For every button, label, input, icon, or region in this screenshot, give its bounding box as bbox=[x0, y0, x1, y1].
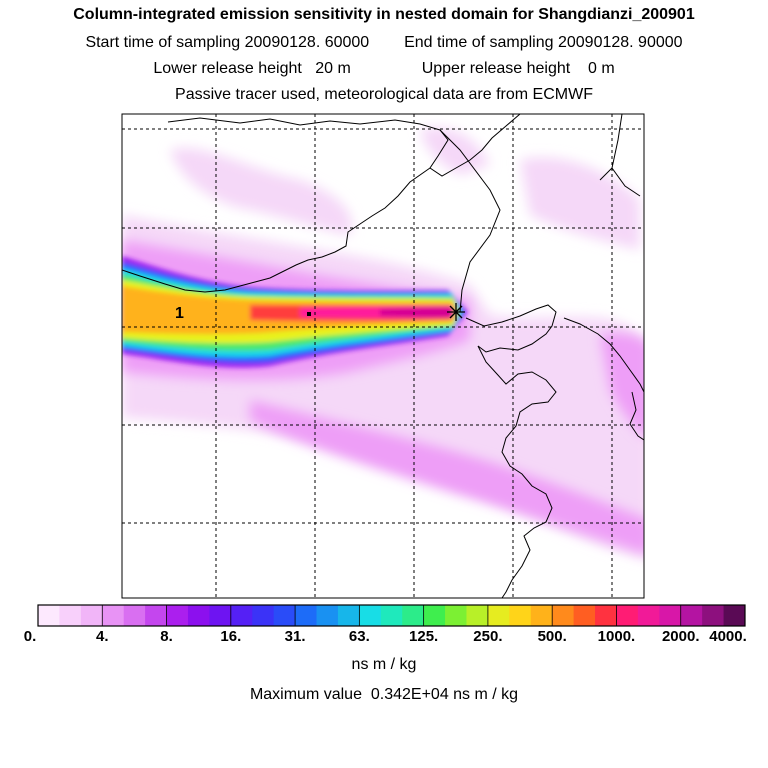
colorbar-tick-label: 1000. bbox=[597, 628, 636, 645]
release-heights: Lower release height 20 m Upper release … bbox=[0, 60, 768, 78]
upper-height-label: Upper release height bbox=[421, 60, 571, 77]
tracer-note: Passive tracer used, meteorological data… bbox=[175, 86, 593, 103]
colorbar-swatch bbox=[145, 605, 168, 626]
colorbar-tick-label: 0. bbox=[23, 628, 37, 645]
colorbar-swatch bbox=[102, 605, 125, 626]
colorbar-swatch bbox=[252, 605, 275, 626]
colorbar bbox=[38, 605, 746, 626]
colorbar-swatch bbox=[209, 605, 232, 626]
colorbar-swatch bbox=[680, 605, 703, 626]
end-time-label: End time of sampling bbox=[404, 34, 554, 51]
receptor-marker bbox=[447, 303, 465, 321]
colorbar-tick-label: 125. bbox=[409, 628, 439, 645]
colorbar-tick-labels: 0. 4. 8. 16. 31. 63. 125. 250. 500. 1000. 2000. 400… bbox=[0, 628, 768, 650]
colorbar-tick-label: 16. bbox=[220, 628, 242, 645]
colorbar-swatch bbox=[530, 605, 553, 626]
colorbar-swatch bbox=[316, 605, 339, 626]
colorbar-tick-label: 500. bbox=[537, 628, 567, 645]
colorbar-tick-label: 250. bbox=[473, 628, 503, 645]
colorbar-swatch bbox=[659, 605, 682, 626]
colorbar-swatch bbox=[123, 605, 146, 626]
colorbar-tick-label: 31. bbox=[284, 628, 306, 645]
colorbar-swatch bbox=[487, 605, 510, 626]
colorbar-swatch bbox=[59, 605, 82, 626]
colorbar-tick-label: 63. bbox=[348, 628, 370, 645]
maximum-value-label: Maximum value bbox=[249, 686, 362, 703]
colorbar-swatch bbox=[702, 605, 725, 626]
colorbar-swatch bbox=[380, 605, 403, 626]
upper-height-value: 0 m bbox=[588, 60, 615, 77]
colorbar-swatch bbox=[295, 605, 318, 626]
colorbar-swatch bbox=[166, 605, 189, 626]
maximum-value: Maximum value 0.342E+04 ns m / kg bbox=[0, 686, 768, 704]
maximum-value-number: 0.342E+04 ns m / kg bbox=[370, 686, 519, 703]
graticule bbox=[122, 114, 644, 598]
cluster-label: 1 bbox=[175, 305, 184, 322]
plume-band-deep bbox=[380, 307, 455, 318]
colorbar-tick-label: 4. bbox=[96, 628, 109, 645]
centroid-marker bbox=[307, 312, 311, 316]
colorbar-swatch bbox=[616, 605, 639, 626]
colorbar-swatch bbox=[230, 605, 253, 626]
colorbar-swatch bbox=[445, 605, 467, 626]
lower-height-label: Lower release height bbox=[153, 60, 302, 77]
colorbar-unit: ns m / kg bbox=[351, 656, 417, 673]
end-time-value: 20090128. 90000 bbox=[557, 34, 683, 51]
plume bbox=[122, 256, 468, 368]
colorbar-swatch bbox=[337, 605, 360, 626]
colorbar-swatch bbox=[595, 605, 617, 626]
colorbar-frame bbox=[37, 604, 746, 627]
coastlines bbox=[122, 114, 644, 598]
colorbar-tick-label: 4000. bbox=[709, 628, 747, 645]
colorbar-swatch bbox=[273, 605, 296, 626]
colorbar-swatch bbox=[552, 605, 575, 626]
sampling-times: Start time of sampling 20090128. 60000 E… bbox=[0, 34, 768, 52]
colorbar-swatch bbox=[38, 605, 60, 626]
colorbar-tick-label: 8. bbox=[160, 628, 173, 645]
chart-title: Column-integrated emission sensitivity i… bbox=[73, 6, 695, 23]
colorbar-swatch bbox=[466, 605, 489, 626]
colorbar-swatch bbox=[637, 605, 660, 626]
colorbar-swatch bbox=[359, 605, 382, 626]
colorbar-swatch bbox=[573, 605, 596, 626]
colorbar-tick-label: 2000. bbox=[661, 628, 700, 645]
colorbar-swatch bbox=[80, 605, 103, 626]
colorbar-swatch bbox=[723, 605, 746, 626]
emission-field bbox=[122, 127, 644, 559]
colorbar-swatch bbox=[509, 605, 532, 626]
start-time-label: Start time of sampling bbox=[85, 34, 241, 51]
map-frame bbox=[121, 113, 645, 599]
colorbar-swatch bbox=[423, 605, 446, 626]
colorbar-swatch bbox=[187, 605, 210, 626]
start-time-value: 20090128. 60000 bbox=[244, 34, 370, 51]
lower-height-value: 20 m bbox=[315, 60, 351, 77]
colorbar-swatch bbox=[402, 605, 425, 626]
